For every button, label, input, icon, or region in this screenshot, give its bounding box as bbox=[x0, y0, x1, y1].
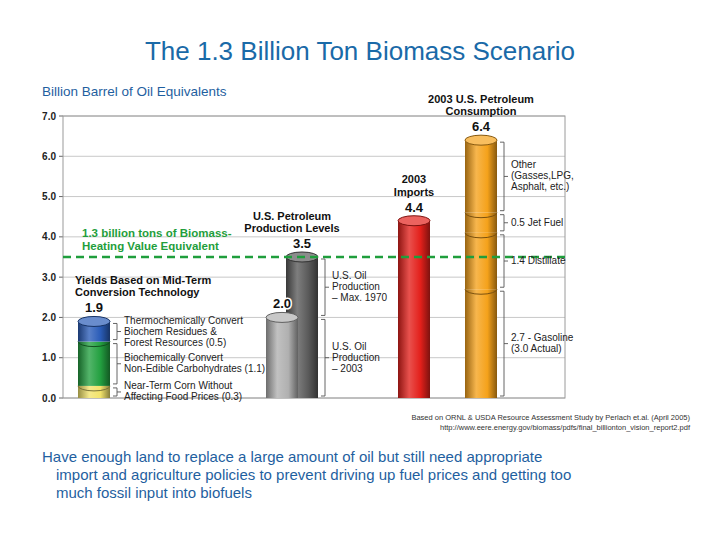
segment-boundary bbox=[78, 386, 110, 391]
cylinder-top bbox=[266, 312, 298, 322]
cylinder-top bbox=[78, 316, 110, 326]
segment-boundary bbox=[465, 289, 497, 294]
segment-label: U.S. Oil bbox=[332, 270, 366, 281]
bar-segment bbox=[78, 342, 110, 386]
total-label: 4.4 bbox=[405, 200, 424, 215]
plot-area bbox=[63, 135, 565, 398]
tick-label: 6.0 bbox=[42, 151, 56, 162]
bar-segment bbox=[465, 140, 497, 213]
column-header: 2003 bbox=[402, 173, 426, 185]
tick-label: 3.0 bbox=[42, 272, 56, 283]
total-label: 2.0 bbox=[273, 296, 291, 311]
segment-label: Biochem Residues & bbox=[124, 326, 217, 337]
page: {"chart_data": { "type": "bar", "stacked… bbox=[0, 0, 720, 540]
plot-frame bbox=[63, 116, 565, 398]
segment-label: Asphalt, etc.) bbox=[511, 181, 569, 192]
segment-label: – Max. 1970 bbox=[332, 292, 387, 303]
tick-mark bbox=[59, 277, 63, 278]
leader-line bbox=[113, 344, 121, 384]
segment-label: U.S. Oil bbox=[332, 341, 366, 352]
segment-label: (3.0 Actual) bbox=[511, 343, 562, 354]
cylinder-top bbox=[465, 135, 497, 145]
source-note: Based on ORNL & USDA Resource Assessment… bbox=[411, 413, 690, 422]
column-header: Yields Based on Mid-Term bbox=[75, 274, 212, 286]
tick-mark bbox=[59, 116, 63, 117]
tick-label: 4.0 bbox=[42, 231, 56, 242]
leader-line bbox=[321, 259, 329, 315]
segment-label: Thermochemically Convert bbox=[124, 315, 243, 326]
segment-label: Production bbox=[332, 281, 380, 292]
segment-boundary bbox=[78, 342, 110, 347]
leader-line bbox=[500, 215, 508, 231]
column-header: Imports bbox=[394, 186, 434, 198]
segment-label: Biochemically Convert bbox=[124, 352, 223, 363]
segment-label: Forest Resources (0.5) bbox=[124, 337, 226, 348]
tick-label: 2.0 bbox=[42, 312, 56, 323]
segment-label: Other bbox=[511, 159, 537, 170]
title: The 1.3 Billion Ton Biomass Scenario bbox=[145, 36, 575, 66]
tick-mark bbox=[59, 317, 63, 318]
leader-line bbox=[500, 291, 508, 396]
total-label: 1.9 bbox=[85, 300, 103, 315]
segment-label: 1.4 Distillate bbox=[511, 255, 566, 266]
tick-label: 0.0 bbox=[42, 393, 56, 404]
bar-segment bbox=[465, 289, 497, 398]
source-note: http://www.eere.energy.gov/biomass/pdfs/… bbox=[440, 423, 691, 432]
segment-label: Affecting Food Prices (0.3) bbox=[124, 391, 242, 402]
bar-segment bbox=[78, 386, 110, 398]
leader-line bbox=[113, 323, 121, 339]
segment-label: (Gasses,LPG, bbox=[511, 170, 574, 181]
bar-segment bbox=[465, 233, 497, 289]
segment-label: 2.7 - Gasoline bbox=[511, 332, 574, 343]
bar-segment bbox=[465, 213, 497, 233]
bar-segment bbox=[266, 317, 298, 398]
tick-label: 1.0 bbox=[42, 352, 56, 363]
tick-mark bbox=[59, 156, 63, 157]
column-header: Consumption bbox=[446, 105, 517, 117]
tick-mark bbox=[59, 196, 63, 197]
y-axis-label: Billion Barrel of Oil Equivalents bbox=[42, 84, 227, 99]
reference-label: 1.3 billion tons of Biomass- bbox=[82, 227, 232, 239]
reference-label: Heating Value Equivalent bbox=[82, 240, 219, 252]
column-header: U.S. Petroleum bbox=[253, 210, 331, 222]
segment-boundary bbox=[465, 233, 497, 238]
labels: 1.9 Yields Based on Mid-TermConversion Te… bbox=[75, 93, 574, 403]
segment-boundary bbox=[465, 213, 497, 218]
note-text: much fossil input into biofuels bbox=[56, 484, 252, 501]
tick-label: 7.0 bbox=[42, 111, 56, 122]
tick-mark bbox=[59, 357, 63, 358]
tick-mark bbox=[59, 398, 63, 399]
tick-mark bbox=[59, 236, 63, 237]
leader-line bbox=[113, 388, 121, 396]
note-text: import and agriculture policies to preve… bbox=[56, 466, 571, 483]
total-label: 3.5 bbox=[293, 236, 311, 251]
segment-label: Non-Edible Carbohydrates (1.1) bbox=[124, 363, 265, 374]
leader-line bbox=[321, 319, 329, 396]
column-header: Production Levels bbox=[244, 222, 339, 234]
chart-root: The 1.3 Billion Ton Biomass Scenario Bill… bbox=[0, 0, 720, 540]
segment-label: Near-Term Corn Without bbox=[124, 380, 233, 391]
cylinder-top bbox=[398, 216, 430, 226]
note-text: Have enough land to replace a large amou… bbox=[42, 448, 542, 465]
bar-segment bbox=[398, 221, 430, 398]
total-label: 6.4 bbox=[472, 119, 491, 134]
leader-line bbox=[500, 235, 508, 287]
column-header: Conversion Technology bbox=[75, 286, 200, 298]
reference-line bbox=[63, 256, 565, 259]
segment-label: Production bbox=[332, 352, 380, 363]
segment-label: – 2003 bbox=[332, 363, 363, 374]
tick-label: 5.0 bbox=[42, 191, 56, 202]
leader-line bbox=[500, 142, 508, 211]
segment-label: 0.5 Jet Fuel bbox=[511, 217, 563, 228]
column-header: 2003 U.S. Petroleum bbox=[428, 93, 534, 105]
